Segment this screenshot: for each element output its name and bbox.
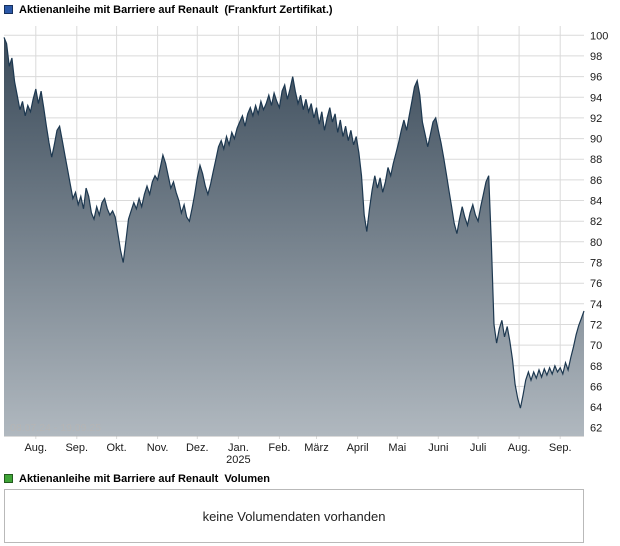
svg-text:76: 76	[590, 278, 602, 290]
svg-text:Aug.: Aug.	[508, 442, 531, 454]
svg-text:88: 88	[590, 154, 602, 166]
svg-text:Dez.: Dez.	[186, 442, 209, 454]
svg-text:86: 86	[590, 175, 602, 187]
volume-panel: keine Volumendaten vorhanden	[4, 489, 584, 543]
volume-empty-message: keine Volumendaten vorhanden	[202, 508, 386, 524]
price-line	[3, 37, 585, 409]
price-legend-swatch-icon	[4, 5, 13, 14]
svg-text:Sep.: Sep.	[549, 442, 572, 454]
svg-text:2025: 2025	[226, 454, 250, 466]
svg-text:Aug.: Aug.	[24, 442, 47, 454]
svg-text:66: 66	[590, 381, 602, 393]
svg-text:Sep.: Sep.	[65, 442, 88, 454]
svg-text:80: 80	[590, 237, 602, 249]
svg-text:74: 74	[590, 299, 602, 311]
svg-text:Mai: Mai	[388, 442, 406, 454]
svg-text:84: 84	[590, 196, 602, 208]
price-area	[4, 37, 584, 437]
svg-text:82: 82	[590, 216, 602, 228]
volume-legend-label: Aktienanleihe mit Barriere auf Renault V…	[19, 472, 271, 485]
svg-text:Juni: Juni	[428, 442, 448, 454]
svg-text:94: 94	[590, 92, 602, 104]
y-axis-labels: 62 64 66 68 70 72 74 76 78 80 82 84 86 88 90 92 94 96 98 10…	[590, 30, 608, 434]
x-axis-labels: Aug. Sep. Okt. Nov. Dez. Jan. Feb. März April Mai…	[24, 442, 571, 466]
volume-legend-swatch-icon	[4, 474, 13, 483]
svg-text:70: 70	[590, 340, 602, 352]
svg-text:62: 62	[590, 423, 602, 435]
svg-text:98: 98	[590, 51, 602, 63]
svg-text:Jan.: Jan.	[228, 442, 249, 454]
svg-text:Okt.: Okt.	[107, 442, 127, 454]
volume-legend: Aktienanleihe mit Barriere auf Renault V…	[0, 472, 620, 485]
svg-text:72: 72	[590, 320, 602, 332]
svg-text:April: April	[347, 442, 369, 454]
svg-text:Nov.: Nov.	[147, 442, 169, 454]
price-legend-label: Aktienanleihe mit Barriere auf Renault (…	[19, 3, 333, 16]
svg-text:68: 68	[590, 361, 602, 373]
svg-text:März: März	[304, 442, 328, 454]
svg-text:64: 64	[590, 402, 602, 414]
svg-text:Feb.: Feb.	[268, 442, 290, 454]
svg-text:78: 78	[590, 258, 602, 270]
svg-text:100: 100	[590, 30, 608, 42]
svg-text:90: 90	[590, 134, 602, 146]
price-legend: Aktienanleihe mit Barriere auf Renault (…	[0, 0, 620, 16]
svg-text:Juli: Juli	[470, 442, 487, 454]
svg-text:96: 96	[590, 72, 602, 84]
price-chart: 62 64 66 68 70 72 74 76 78 80 82 84 86 88 90 92 94 96 98 10…	[3, 26, 608, 466]
svg-text:92: 92	[590, 113, 602, 125]
date-range-label: 08.07.24 - 19.09.25	[10, 422, 101, 434]
